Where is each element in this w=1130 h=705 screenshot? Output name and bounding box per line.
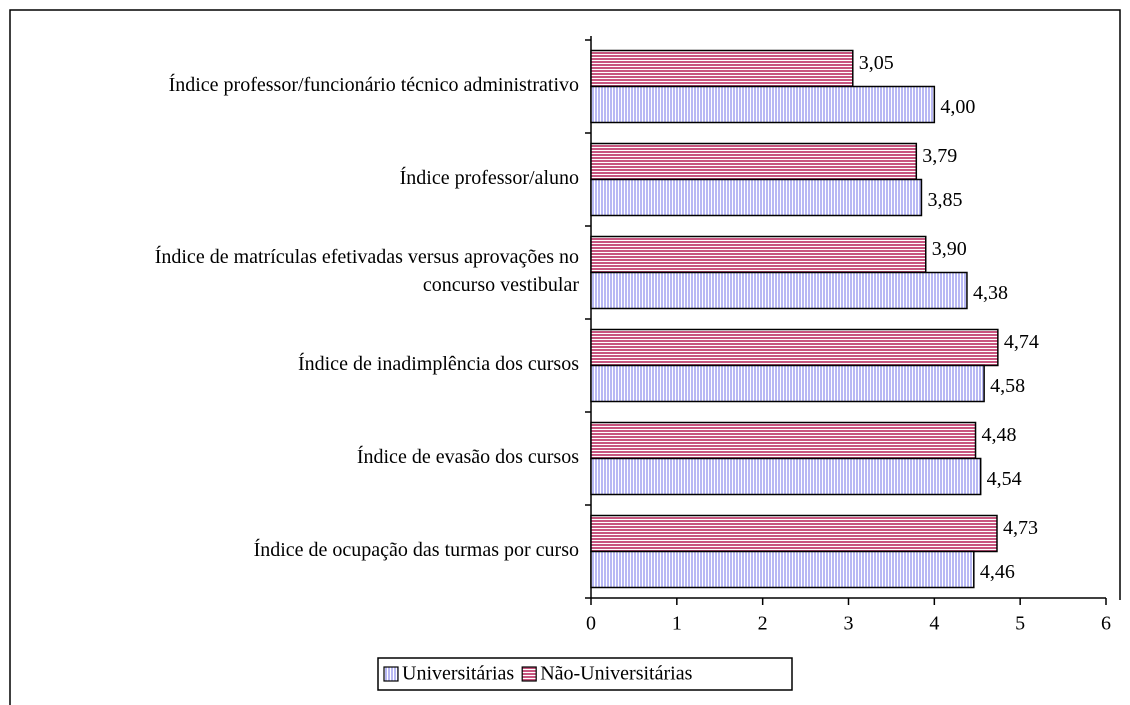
category-label: Índice professor/aluno <box>400 166 579 189</box>
bar <box>590 514 998 553</box>
legend-swatch <box>521 666 537 682</box>
category-label: Índice professor/funcionário técnico adm… <box>169 73 579 96</box>
legend-label: Não-Universitárias <box>540 663 692 685</box>
bar <box>590 457 982 496</box>
bar <box>590 178 923 217</box>
category-label: concurso vestibular <box>423 274 579 296</box>
value-label: 3,05 <box>859 52 894 74</box>
legend-label: Universitárias <box>402 663 514 685</box>
bar <box>590 421 977 460</box>
x-tick-label: 1 <box>672 613 682 635</box>
bar <box>590 85 936 124</box>
legend-box <box>377 657 793 691</box>
value-label: 4,48 <box>982 424 1017 446</box>
category-label: Índice de inadimplência dos cursos <box>298 352 579 375</box>
x-tick-label: 0 <box>586 613 596 635</box>
x-tick-label: 2 <box>758 613 768 635</box>
value-label: 4,58 <box>990 375 1025 397</box>
frame <box>9 9 1121 705</box>
bar <box>590 49 854 88</box>
value-label: 4,46 <box>980 561 1015 583</box>
x-tick-label: 5 <box>1015 613 1025 635</box>
bar <box>590 142 918 181</box>
value-label: 3,79 <box>922 145 957 167</box>
bar <box>590 550 975 589</box>
category-label: Índice de matrículas efetivadas versus a… <box>155 245 579 268</box>
value-label: 4,00 <box>940 96 975 118</box>
value-label: 3,85 <box>927 189 962 211</box>
legend-swatch <box>383 666 399 682</box>
value-label: 4,74 <box>1004 331 1039 353</box>
category-label: Índice de evasão dos cursos <box>357 445 579 468</box>
value-label: 4,73 <box>1003 517 1038 539</box>
value-label: 4,54 <box>987 468 1022 490</box>
x-tick-label: 6 <box>1101 613 1111 635</box>
bar <box>590 328 999 367</box>
bar <box>590 235 927 274</box>
x-tick-label: 4 <box>929 613 939 635</box>
x-tick-label: 3 <box>844 613 854 635</box>
category-label: Índice de ocupação das turmas por curso <box>254 538 579 561</box>
value-label: 4,38 <box>973 282 1008 304</box>
bar <box>590 271 968 310</box>
value-label: 3,90 <box>932 238 967 260</box>
bar <box>590 364 985 403</box>
